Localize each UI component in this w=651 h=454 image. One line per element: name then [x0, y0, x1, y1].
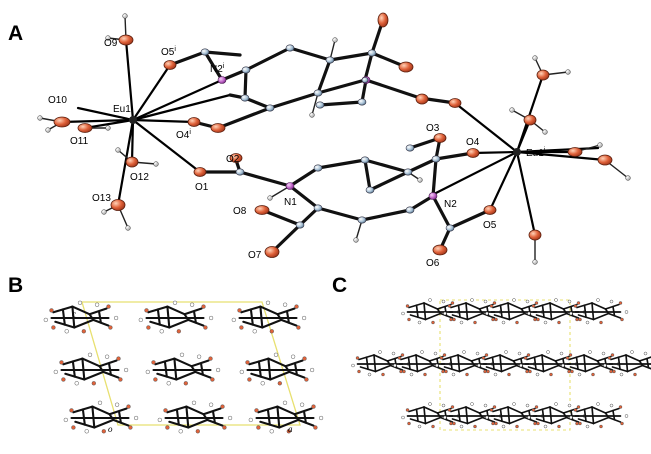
packing-motif-b-8: [157, 400, 233, 434]
label-eu1: Eu1: [113, 104, 131, 115]
lower-ligand-bonds: [198, 136, 492, 254]
label-o4: O4: [466, 137, 480, 148]
label-o9: O9: [104, 38, 118, 49]
label-o4-sym: O4i: [176, 129, 191, 141]
packing-motifs-c: [351, 298, 651, 429]
packing-motif-c-7: [393, 350, 453, 377]
hydrogen-atoms: [37, 13, 631, 265]
atom-labels: O9 O5i N2i O10 Eu1 O11 O4i O12 O13 O1 O2…: [48, 38, 546, 269]
label-o3: O3: [426, 123, 440, 134]
right-eu-coordination-bonds: [428, 73, 607, 237]
label-n2-sym: N2i: [210, 63, 225, 75]
packing-motif-b-4: [53, 352, 129, 386]
label-n2: N2: [444, 199, 457, 210]
label-o8: O8: [233, 206, 247, 217]
label-o5-sym: O5i: [161, 46, 176, 58]
packing-motif-c-12: [603, 350, 651, 377]
packing-motif-b-1: [43, 300, 119, 334]
label-o11: O11: [70, 136, 89, 147]
label-o12: O12: [130, 172, 149, 183]
packing-motif-c-1: [401, 298, 461, 325]
packing-motif-c-5: [569, 298, 629, 325]
packing-motif-b-2: [138, 300, 214, 334]
panel-a-molecular-structure: A: [8, 12, 631, 269]
unit-cell-outline-c: [439, 299, 571, 431]
packing-motif-c-13: [401, 402, 461, 429]
packing-motif-c-14: [443, 402, 503, 429]
cell-axis-o: o: [108, 424, 113, 434]
panel-a-letter: A: [8, 22, 23, 45]
oxygen-atoms: [53, 12, 613, 258]
label-o13: O13: [92, 193, 111, 204]
label-o5: O5: [483, 220, 497, 231]
packing-motifs-b: [43, 300, 324, 434]
panel-b-letter: B: [8, 274, 23, 297]
label-o2: O2: [226, 154, 240, 165]
label-o10: O10: [48, 95, 67, 106]
panel-c-packing-view: C: [332, 274, 651, 431]
label-o6: O6: [426, 258, 440, 269]
packing-motif-c-17: [569, 402, 629, 429]
label-o7: O7: [248, 250, 262, 261]
panel-c-letter: C: [332, 274, 347, 297]
panel-b-packing-view: B c o a: [8, 274, 324, 434]
europium-atoms: [129, 116, 521, 156]
label-eu1-sym: Eu1i: [526, 147, 546, 159]
cell-axis-c: c: [72, 309, 76, 319]
packing-motif-c-9: [477, 350, 537, 377]
nitrogen-atoms: [217, 76, 438, 200]
packing-motif-b-9: [248, 400, 324, 434]
unit-cell-outline: [81, 301, 301, 426]
left-eu-coordination-bonds: [60, 38, 232, 207]
label-n1: N1: [284, 197, 297, 208]
cell-axis-a: a: [288, 424, 293, 434]
packing-motif-c-6: [351, 350, 411, 377]
packing-motif-b-5: [145, 352, 221, 386]
label-o1: O1: [195, 182, 209, 193]
packing-motif-b-7: [63, 400, 139, 434]
packing-motif-b-6: [239, 352, 315, 386]
packing-motif-b-3: [231, 300, 307, 334]
carbon-atoms: [200, 44, 455, 232]
